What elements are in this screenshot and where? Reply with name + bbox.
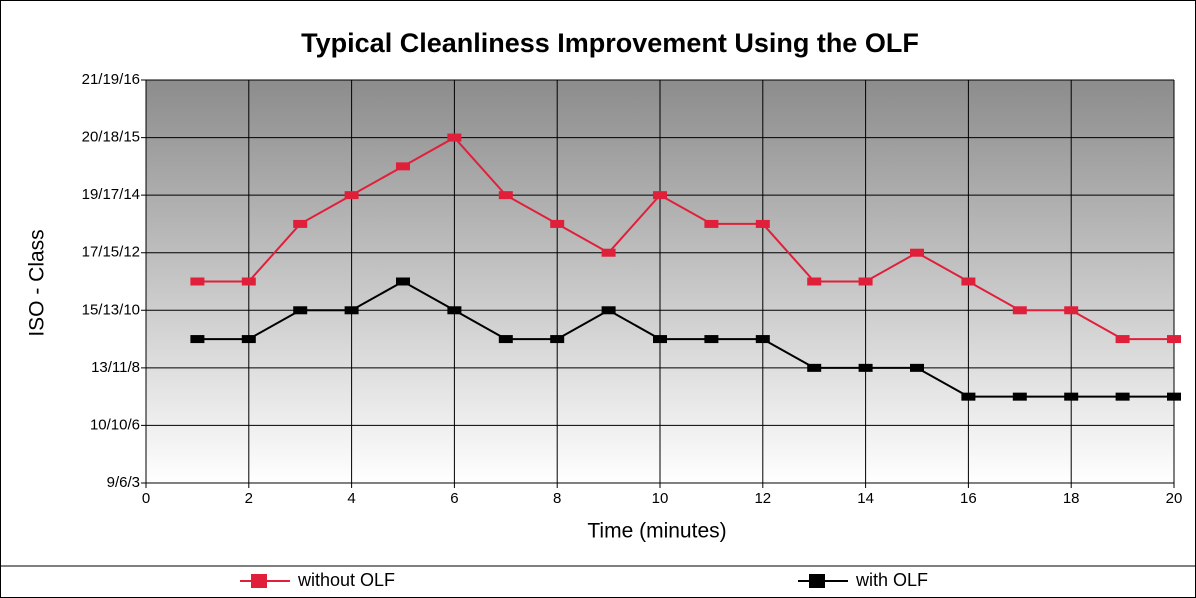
data-point <box>910 248 924 257</box>
chart-title: Typical Cleanliness Improvement Using th… <box>301 28 919 58</box>
legend-item: with OLF <box>798 570 928 590</box>
data-point <box>704 219 719 228</box>
data-point <box>653 335 667 344</box>
data-point <box>961 392 976 401</box>
legend-label: without OLF <box>297 570 395 590</box>
data-point <box>550 335 565 344</box>
data-point <box>1064 306 1079 315</box>
data-point <box>601 248 616 257</box>
legend-marker <box>251 574 267 588</box>
x-tick-label: 14 <box>857 490 874 507</box>
x-tick-label: 0 <box>142 490 150 507</box>
data-point <box>241 335 256 344</box>
x-tick-label: 18 <box>1063 490 1080 507</box>
series-line <box>197 136 1174 341</box>
data-point <box>1012 306 1027 315</box>
data-point <box>601 306 616 315</box>
data-point <box>190 335 205 344</box>
y-tick-label: 17/15/12 <box>82 244 140 261</box>
x-tick-label: 4 <box>347 490 355 507</box>
data-point <box>910 363 924 372</box>
data-point <box>1064 392 1079 401</box>
data-point <box>807 277 822 286</box>
legend-label: with OLF <box>855 570 928 590</box>
x-tick-label: 20 <box>1166 490 1183 507</box>
y-tick-label: 9/6/3 <box>107 474 140 491</box>
y-axis-label: ISO - Class <box>26 229 49 336</box>
data-point <box>858 363 873 372</box>
x-axis-label: Time (minutes) <box>587 520 726 543</box>
data-point <box>293 306 308 315</box>
y-tick-label: 15/13/10 <box>82 301 140 318</box>
data-point <box>190 277 205 286</box>
data-point <box>1167 335 1181 344</box>
data-point <box>447 133 462 142</box>
x-tick-label: 16 <box>960 490 977 507</box>
data-point <box>550 219 565 228</box>
data-point <box>755 219 770 228</box>
y-tick-label: 21/19/16 <box>82 71 140 88</box>
x-tick-label: 10 <box>652 490 669 507</box>
x-tick-label: 12 <box>754 490 771 507</box>
y-tick-label: 20/18/15 <box>82 129 140 146</box>
data-point <box>1012 392 1027 401</box>
x-tick-label: 6 <box>450 490 458 507</box>
data-point <box>396 277 410 286</box>
data-point <box>858 277 873 286</box>
series-line <box>197 280 1174 398</box>
grid: 9/6/3 10/10/6 13/11/8 15/13/10 17/15/12 19/17… <box>82 71 1183 507</box>
data-point <box>653 191 667 200</box>
data-point <box>396 162 410 171</box>
x-tick-label: 2 <box>245 490 253 507</box>
legend-marker <box>809 574 825 588</box>
data-point <box>344 191 359 200</box>
y-tick-label: 19/17/14 <box>82 186 140 203</box>
data-point <box>704 335 719 344</box>
data-point <box>1115 392 1130 401</box>
data-point <box>447 306 462 315</box>
data-point <box>344 306 359 315</box>
data-point <box>1167 392 1181 401</box>
data-point <box>755 335 770 344</box>
data-point <box>807 363 822 372</box>
data-point <box>961 277 976 286</box>
data-point <box>1115 335 1130 344</box>
y-tick-label: 10/10/6 <box>90 416 140 433</box>
y-tick-label: 13/11/8 <box>91 359 140 376</box>
data-point <box>498 335 513 344</box>
data-point <box>498 191 513 200</box>
data-point <box>293 219 308 228</box>
data-point <box>241 277 256 286</box>
x-tick-label: 8 <box>553 490 561 507</box>
marks <box>190 133 1181 401</box>
legend-item: without OLF <box>240 570 395 590</box>
